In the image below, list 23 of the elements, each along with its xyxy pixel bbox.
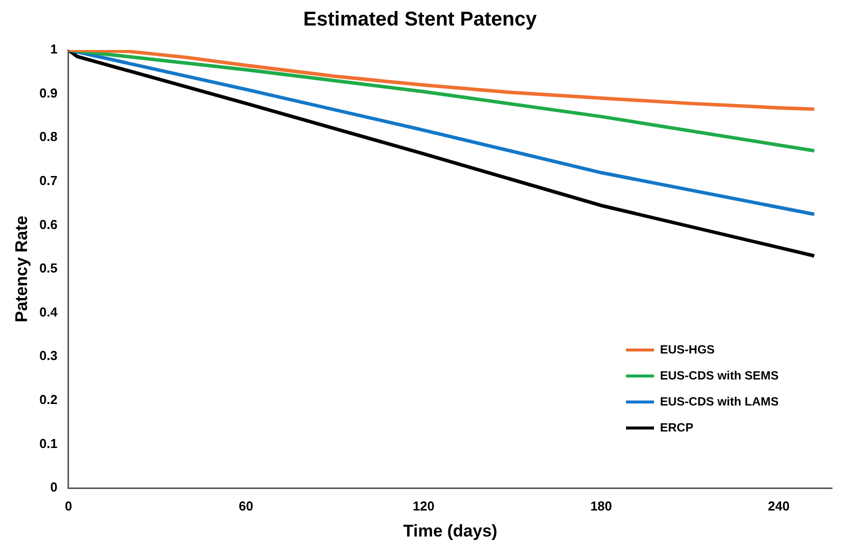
- x-tick-label: 0: [64, 498, 72, 514]
- y-axis-title: Patency Rate: [12, 216, 31, 322]
- y-tick-label: 1: [50, 42, 58, 57]
- y-tick-label: 0.5: [39, 260, 58, 276]
- y-tick-label: 0.6: [39, 216, 58, 232]
- chart-title: Estimated Stent Patency: [303, 8, 538, 31]
- y-tick-label: 0.4: [39, 304, 58, 320]
- x-tick-label: 120: [412, 498, 434, 514]
- x-tick-label: 180: [590, 498, 612, 514]
- y-tick-label: 0.2: [39, 392, 58, 407]
- legend-label: ERCP: [660, 420, 694, 434]
- legend-label: EUS-CDS with LAMS: [660, 394, 779, 408]
- legend-label: EUS-CDS with SEMS: [660, 368, 779, 382]
- x-axis-title: Time (days): [403, 521, 498, 540]
- y-tick-label: 0.7: [39, 172, 58, 188]
- y-tick-label: 0.9: [39, 85, 58, 100]
- y-tick-label: 0: [50, 480, 58, 495]
- y-tick-label: 0.1: [39, 436, 58, 451]
- x-tick-label: 60: [238, 498, 254, 514]
- legend-label: EUS-HGS: [660, 342, 715, 356]
- y-tick-label: 0.3: [39, 348, 58, 364]
- y-tick-label: 0.8: [39, 129, 58, 144]
- x-tick-label: 240: [768, 498, 790, 514]
